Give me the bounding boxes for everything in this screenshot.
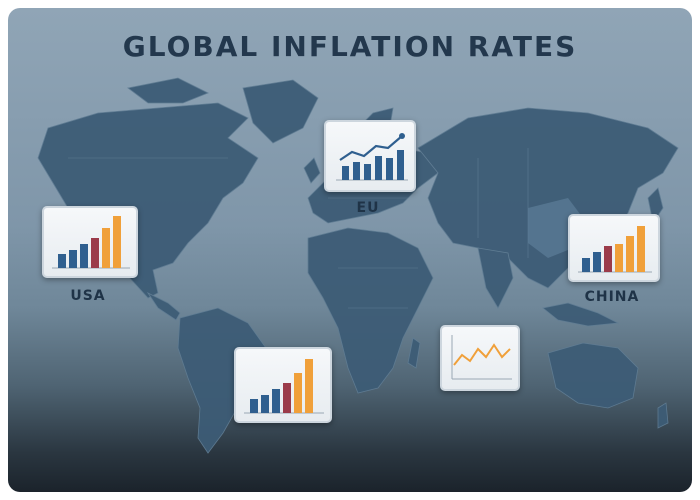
china-bar-2 (593, 252, 601, 272)
eu-bar-1 (342, 166, 349, 180)
greenland-landmass (242, 79, 319, 144)
arctic-islands (127, 77, 209, 104)
chart-card-line (440, 325, 520, 391)
south-bar-4 (283, 383, 291, 413)
usa-bar-6 (113, 216, 121, 268)
uk-landmass (303, 157, 321, 184)
eu-bar-3 (364, 164, 371, 180)
china-bar-5 (626, 236, 634, 272)
china-bar-6 (637, 226, 645, 272)
south-bar-1 (250, 399, 258, 413)
usa-bar-1 (58, 254, 66, 268)
region-label-eu: EU (356, 200, 380, 216)
south-bar-5 (294, 373, 302, 413)
south-america-landmass (177, 307, 267, 454)
usa-bar-4 (91, 238, 99, 268)
eu-bar-5 (386, 158, 393, 180)
australia-landmass (547, 342, 639, 409)
eu-bar-4 (375, 156, 382, 180)
south-bar-6 (305, 359, 313, 413)
india-landmass (477, 247, 514, 309)
usa-mini-chart (52, 216, 130, 269)
eu-trend-end-point (399, 133, 405, 139)
china-mini-chart (578, 226, 652, 273)
region-label-china: CHINA (584, 289, 640, 305)
south-bar-2 (261, 395, 269, 413)
usa-bar-3 (80, 244, 88, 268)
eu-bar-2 (353, 162, 360, 180)
eu-trend-line (339, 135, 403, 161)
page-title: GLOBAL INFLATION RATES (122, 30, 578, 63)
south-mini-chart (244, 359, 324, 414)
usa-bar-2 (69, 250, 77, 268)
eu-bar-6 (397, 150, 404, 180)
china-bar-1 (582, 258, 590, 272)
central-america-landmass (146, 291, 181, 321)
region-label-usa: USA (70, 288, 106, 304)
china-bar-3 (604, 246, 612, 272)
chart-card-south (234, 347, 332, 423)
china-bar-4 (615, 244, 623, 272)
south-bar-3 (272, 389, 280, 413)
infographic: GLOBAL INFLATION RATES EU USA (8, 8, 692, 492)
southeast-asia-islands (542, 302, 620, 327)
africa-landmass (307, 227, 434, 394)
usa-bar-5 (102, 228, 110, 268)
chart-card-eu (324, 120, 416, 192)
line-series (453, 343, 511, 366)
line-mini-chart (451, 335, 512, 380)
chart-card-china (568, 214, 660, 282)
madagascar-landmass (407, 337, 421, 369)
eu-mini-chart (336, 133, 408, 181)
chart-card-usa (42, 206, 138, 278)
new-zealand-landmass (657, 402, 669, 429)
